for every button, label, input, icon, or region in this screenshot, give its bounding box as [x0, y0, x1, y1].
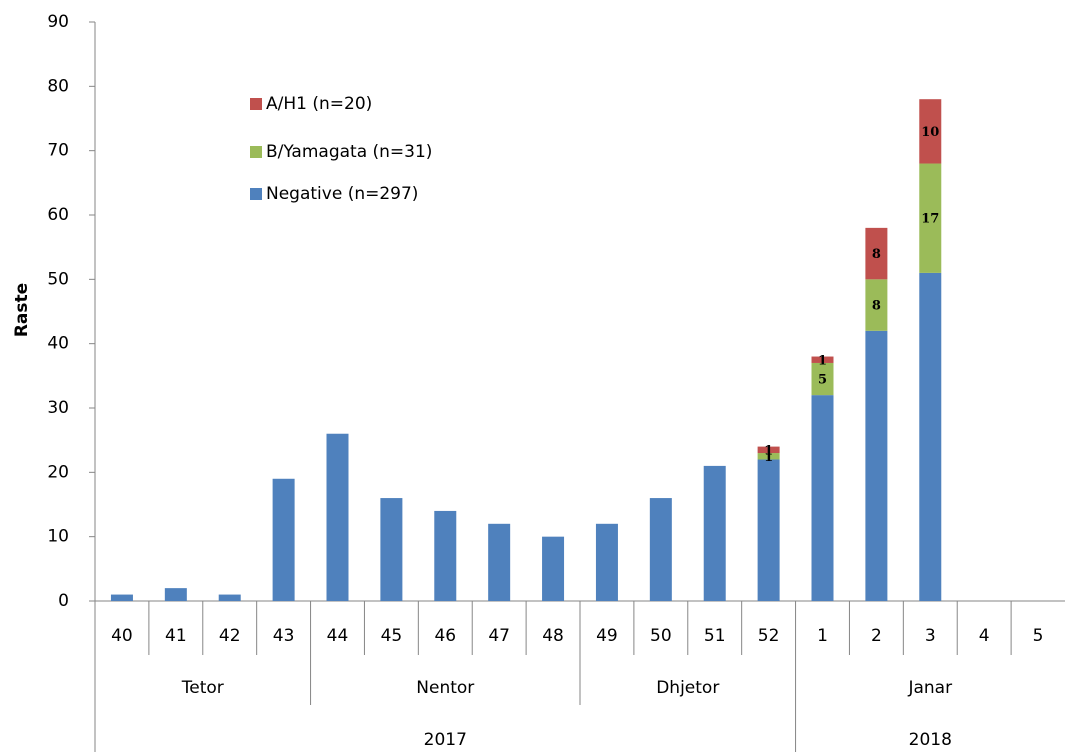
x-tick-label: 50 [650, 626, 672, 646]
x-tick-label: 1 [817, 626, 828, 646]
bar-segment [272, 478, 295, 601]
y-tick-label: 20 [47, 462, 69, 482]
x-tick-label: 44 [327, 626, 349, 646]
x-tick-label: 46 [434, 626, 456, 646]
data-label: 8 [872, 299, 881, 314]
data-label: 5 [818, 373, 827, 388]
years-label: 2018 [909, 730, 952, 750]
data-label: 17 [921, 212, 939, 227]
months-label: Janar [907, 678, 952, 698]
x-tick-label: 40 [111, 626, 133, 646]
x-tick-label: 4 [979, 626, 990, 646]
bar-segment [703, 465, 726, 601]
x-tick-label: 3 [925, 626, 936, 646]
bar-segment [757, 446, 780, 454]
bar-segment [326, 433, 349, 601]
y-tick-label: 0 [58, 591, 69, 611]
x-tick-label: 2 [871, 626, 882, 646]
bar-segment [919, 163, 942, 273]
bar-segment [649, 498, 672, 601]
x-tick-label: 5 [1033, 626, 1044, 646]
months-label: Nentor [416, 678, 474, 698]
bar-segment [757, 453, 780, 460]
bar-segment [218, 594, 241, 601]
y-tick-label: 40 [47, 334, 69, 354]
bar-segment [434, 510, 457, 601]
y-tick-label: 70 [47, 141, 69, 161]
bar-segment [919, 99, 942, 164]
y-tick-label: 10 [47, 527, 69, 547]
years-label: 2017 [424, 730, 467, 750]
bar-segment [542, 536, 565, 601]
bar-segment [380, 498, 403, 601]
x-tick-label: 47 [488, 626, 510, 646]
legend-label: B/Yamagata (n=31) [266, 142, 432, 162]
x-tick-label: 41 [165, 626, 187, 646]
x-tick-label: 42 [219, 626, 241, 646]
x-tick-label: 49 [596, 626, 618, 646]
bar-segment [811, 356, 834, 363]
bar-segment [164, 588, 187, 601]
bar-segment [811, 395, 834, 601]
months-label: Tetor [181, 678, 224, 698]
y-tick-label: 50 [47, 269, 69, 289]
bar-segment [488, 523, 511, 601]
legend-label: Negative (n=297) [266, 184, 418, 204]
bar-segment [865, 227, 888, 280]
data-label: 1 [764, 443, 773, 458]
x-tick-label: 45 [381, 626, 403, 646]
y-axis-label: Raste [12, 283, 32, 337]
y-tick-label: 60 [47, 205, 69, 225]
y-tick-label: 80 [47, 76, 69, 96]
x-tick-label: 43 [273, 626, 295, 646]
bar-segment [757, 459, 780, 601]
y-tick-label: 90 [47, 12, 69, 32]
bar-segment [865, 330, 888, 601]
legend-label: A/H1 (n=20) [266, 94, 372, 114]
legend-swatch [250, 146, 262, 158]
x-tick-label: 51 [704, 626, 726, 646]
data-label: 1 [818, 353, 827, 368]
y-tick-label: 30 [47, 398, 69, 418]
legend-swatch [250, 98, 262, 110]
legend-swatch [250, 188, 262, 200]
data-label: 8 [872, 247, 881, 262]
data-label: 1 [764, 450, 773, 465]
bar-segment [865, 279, 888, 331]
x-tick-label: 52 [758, 626, 780, 646]
data-label: 10 [921, 125, 939, 140]
bar-segment [595, 523, 618, 601]
bar-segment [919, 272, 942, 601]
bar-segment [811, 362, 834, 396]
months-label: Dhjetor [656, 678, 719, 698]
x-tick-label: 48 [542, 626, 564, 646]
bar-segment [110, 594, 133, 601]
